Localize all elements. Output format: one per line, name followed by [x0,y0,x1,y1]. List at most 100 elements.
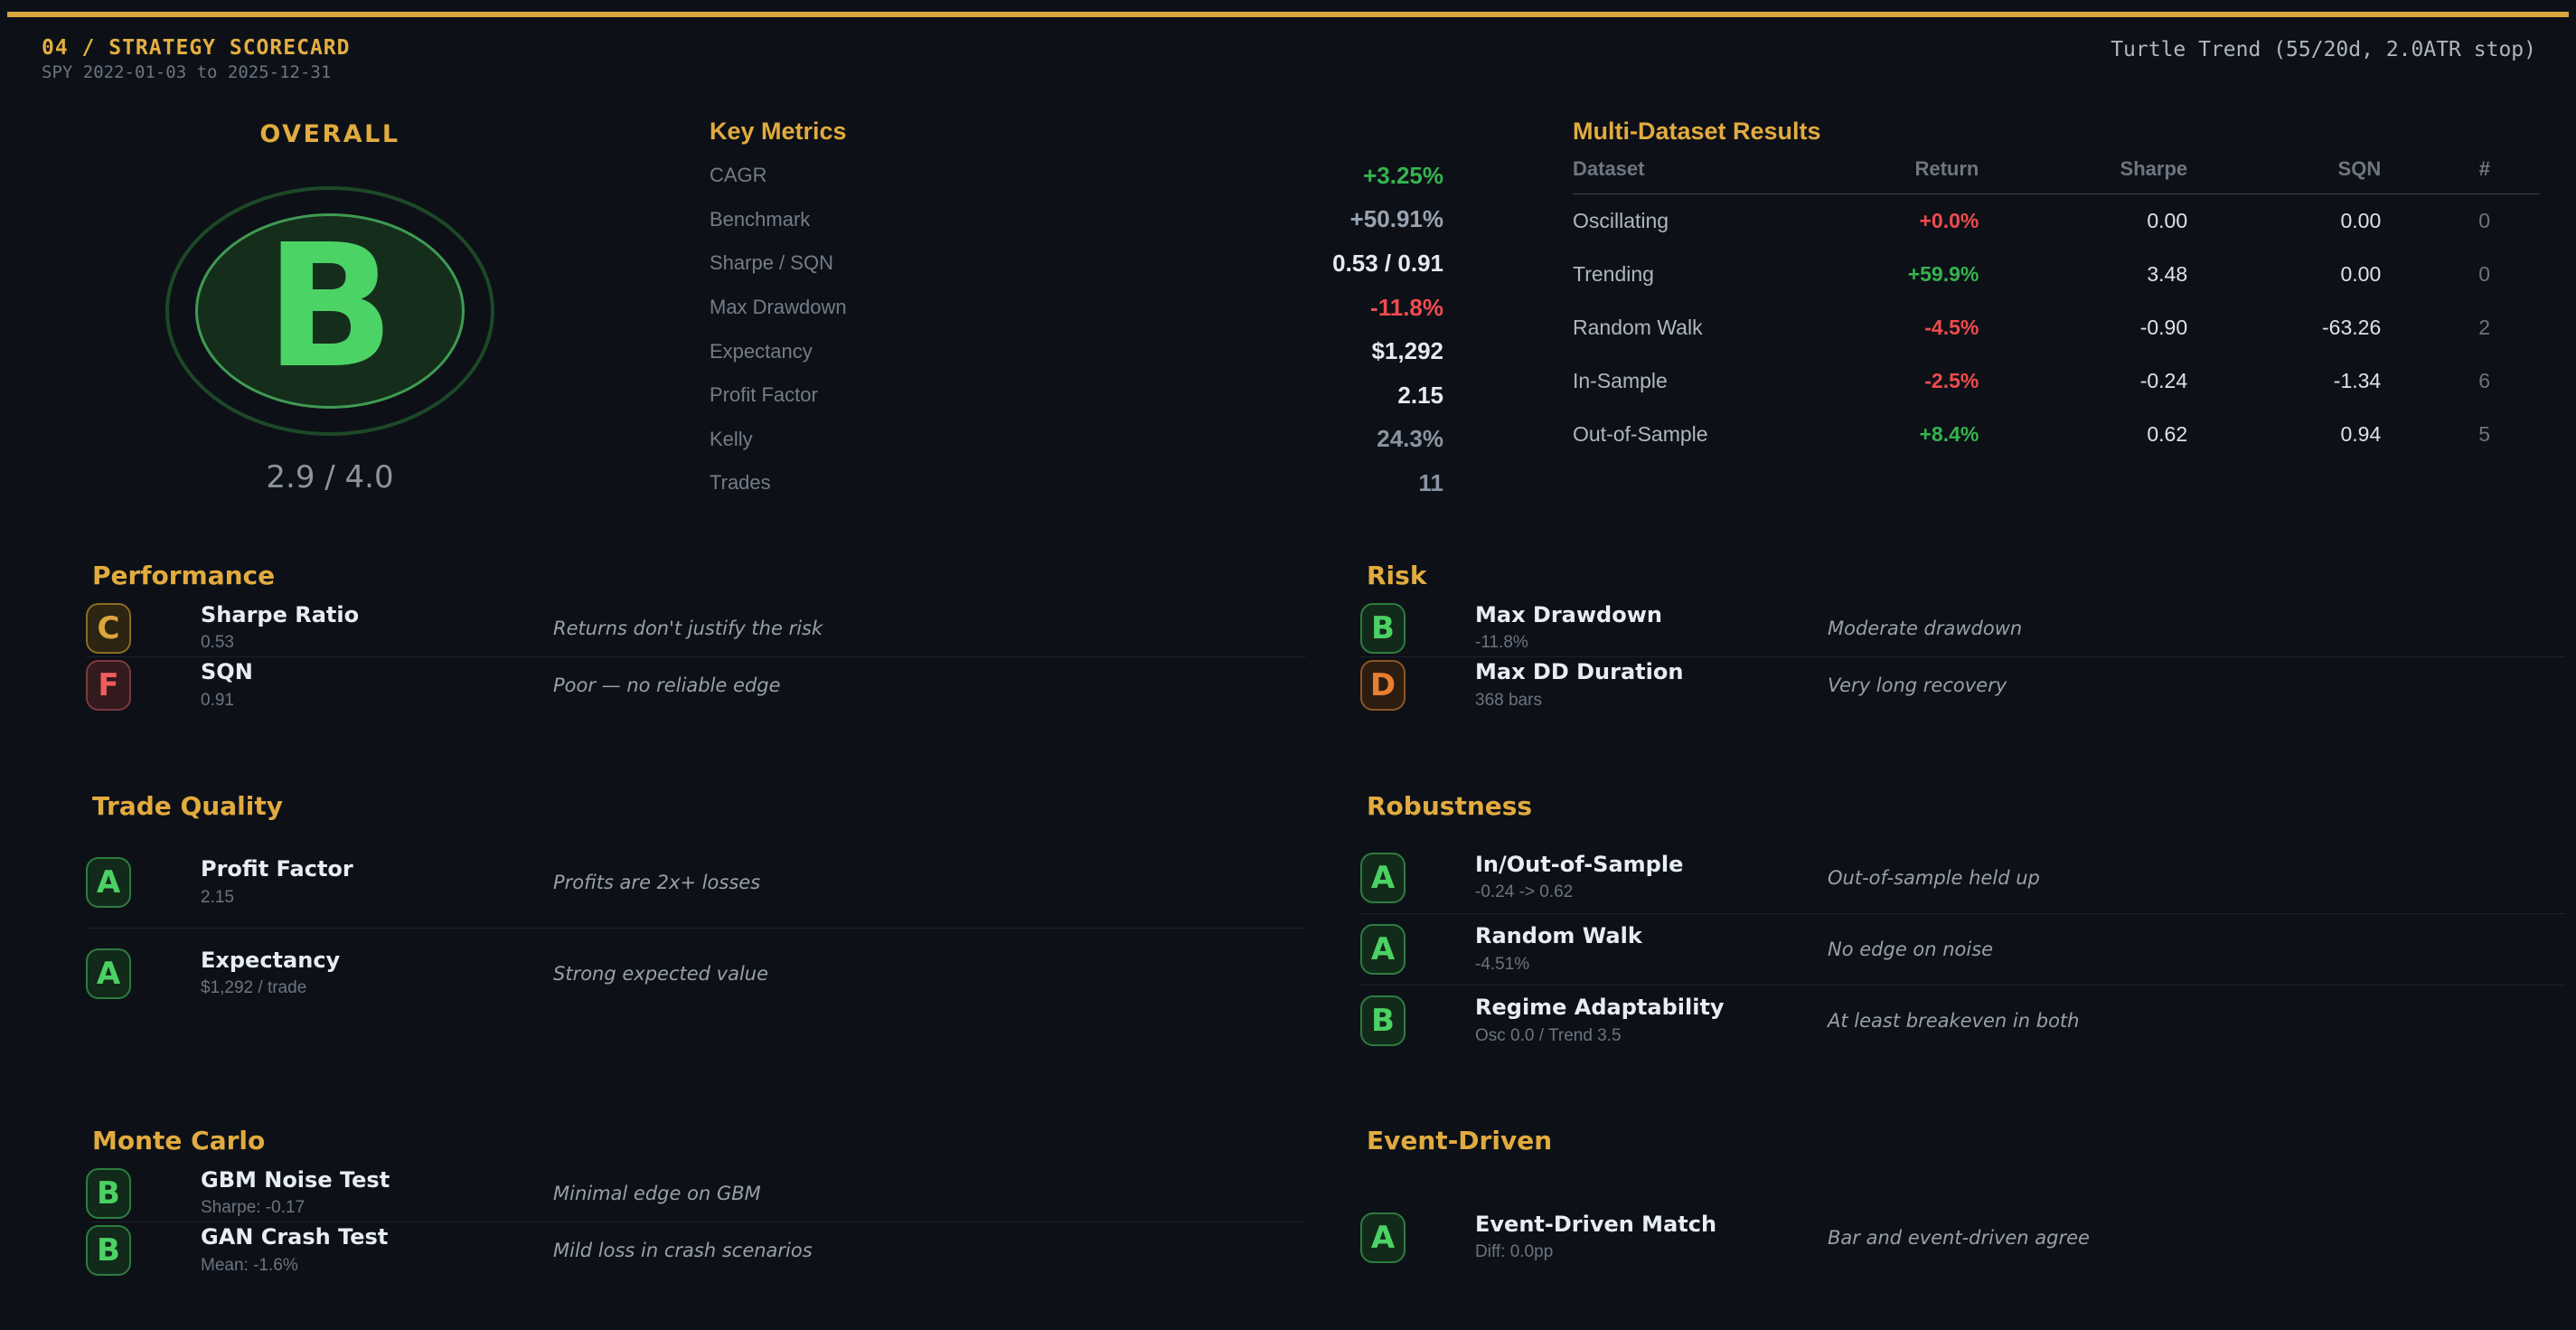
section-title: Risk [1367,561,1427,590]
item-text-block: Max Drawdown -11.8% [1475,601,1828,653]
table-cell: 0.94 [2340,422,2382,446]
grade-badge: D [1360,660,1406,711]
item-comment: Strong expected value [553,962,769,985]
item-comment: Mild loss in crash scenarios [553,1240,813,1261]
overall-grade-panel: OVERALL B 2.9 / 4.0 [50,120,610,495]
column-header-sqn: SQN [2237,157,2431,194]
table-body: Oscillating +0.0% 0.00 0.00 0 Trending +59.9% 3… [1573,194,2540,462]
item-value: $1,292 / trade [201,978,307,998]
table-cell: Trending [1573,262,1654,286]
page-subtitle: SPY 2022-01-03 to 2025-12-31 [42,62,332,82]
item-value: -4.51% [1475,954,1530,974]
grade-badge: A [1360,852,1406,903]
item-text-block: Max DD Duration 368 bars [1475,660,1828,710]
table-cell: In-Sample [1573,369,1668,392]
grade-badge: A [1360,1212,1406,1263]
item-value: 0.91 [201,690,234,710]
metric-value: $1,292 [1371,337,1443,365]
item-title: Sharpe Ratio [201,601,360,627]
key-metrics-panel: Key Metrics CAGR +3.25% Benchmark +50.91% Sh… [710,118,1443,505]
item-value: Mean: -1.6% [201,1255,298,1275]
item-title: Random Walk [1475,923,1642,949]
item-value: -0.24 -> 0.62 [1475,882,1574,902]
metric-value: +50.91% [1349,205,1443,233]
item-text-block: GAN Crash Test Mean: -1.6% [201,1225,553,1275]
metric-label: Profit Factor [710,383,818,407]
item-text-block: Regime Adaptability Osc 0.0 / Trend 3.5 [1475,995,1828,1045]
table-cell: -4.5% [1924,316,1979,339]
table-cell: Oscillating [1573,209,1669,232]
column-header-count: # [2430,157,2540,194]
item-comment: Bar and event-driven agree [1828,1226,2090,1249]
item-value: Osc 0.0 / Trend 3.5 [1475,1025,1622,1045]
column-header-sharpe: Sharpe [2028,157,2238,194]
metric-row: Benchmark +50.91% [710,198,1443,242]
item-text-block: Profit Factor 2.15 [201,857,553,907]
table-cell: 0 [2478,262,2490,286]
item-title: Regime Adaptability [1475,995,1725,1021]
section-performance: Performance C Sharpe Ratio 0.53 Returns don'… [86,562,1306,713]
table-cell: Out-of-Sample [1573,422,1708,446]
column-header-return: Return [1813,157,2029,194]
table-cell: 5 [2478,422,2490,446]
section-monte-carlo: Monte Carlo B GBM Noise Test Sharpe: -0.17 M… [86,1127,1306,1278]
table-row: Trending +59.9% 3.48 0.00 0 [1573,248,2540,301]
grade-badge: F [86,660,131,711]
key-metrics-rows: CAGR +3.25% Benchmark +50.91% Sharpe / SQN 0.… [710,154,1443,505]
section-robustness: Robustness A In/Out-of-Sample -0.24 -> 0.62… [1360,793,2565,1056]
item-title: SQN [201,659,253,685]
table-cell: 6 [2478,369,2490,392]
scorecard-item: A Profit Factor 2.15 Profits are 2x+ losses [86,837,1306,928]
multi-dataset-panel: Multi-Dataset Results Dataset Return Sharp… [1573,118,2540,461]
table-cell: -63.26 [2322,316,2382,339]
metric-label: Max Drawdown [710,296,847,319]
item-text-block: GBM Noise Test Sharpe: -0.17 [201,1166,553,1218]
metric-row: Sharpe / SQN 0.53 / 0.91 [710,241,1443,286]
table-cell: +8.4% [1919,422,1979,446]
item-title: Max Drawdown [1475,601,1662,627]
scorecard-item: B GBM Noise Test Sharpe: -0.17 Minimal edge… [86,1165,1306,1222]
overall-grade-letter: B [265,208,395,406]
scorecard-item: B GAN Crash Test Mean: -1.6% Mild loss in c… [86,1222,1306,1278]
item-text-block: Sharpe Ratio 0.53 [201,601,553,653]
key-metrics-title: Key Metrics [710,118,847,145]
metric-label: Trades [710,471,771,495]
item-title: GAN Crash Test [201,1224,389,1250]
item-text-block: In/Out-of-Sample -0.24 -> 0.62 [1475,852,1828,902]
item-title: Max DD Duration [1475,659,1684,685]
page-title: 04 / STRATEGY SCORECARD [42,36,351,60]
overall-label: OVERALL [259,120,400,148]
scorecard-item: A Expectancy $1,292 / trade Strong expected… [86,928,1306,1018]
item-title: Expectancy [201,947,341,973]
strategy-label: Turtle Trend (55/20d, 2.0ATR stop) [2111,38,2536,61]
section-title: Event-Driven [1367,1126,1553,1155]
item-comment: At least breakeven in both [1828,1010,2080,1032]
scorecard-item: A In/Out-of-Sample -0.24 -> 0.62 Out-of-sam… [1360,842,2565,913]
item-title: Profit Factor [201,856,353,882]
section-trade-quality: Trade Quality A Profit Factor 2.15 Profits a… [86,793,1306,1018]
metric-value: -11.8% [1370,293,1443,321]
grade-badge: B [1360,602,1406,654]
table-cell: -1.34 [2333,369,2382,392]
table-cell: -2.5% [1924,369,1979,392]
item-text-block: Random Walk -4.51% [1475,924,1828,974]
table-cell: -0.24 [2139,369,2188,392]
scorecard-item: D Max DD Duration 368 bars Very long recove… [1360,656,2565,713]
item-text-block: Event-Driven Match Diff: 0.0pp [1475,1212,1828,1262]
grade-badge: C [86,602,131,654]
table-cell: 0.62 [2147,422,2188,446]
grade-badge: B [1360,995,1406,1046]
section-title: Robustness [1367,791,1533,821]
scorecard-item: B Max Drawdown -11.8% Moderate drawdown [1360,599,2565,656]
metric-value: 0.53 / 0.91 [1332,249,1443,277]
table-cell: 0 [2478,209,2490,232]
item-title: GBM Noise Test [201,1166,390,1193]
scorecard-item: A Random Walk -4.51% No edge on noise [1360,913,2565,985]
item-comment: Very long recovery [1828,674,2007,696]
section-risk: Risk B Max Drawdown -11.8% Moderate drawdown… [1360,562,2565,713]
metric-label: Expectancy [710,339,813,363]
grade-badge: B [86,1167,131,1219]
grade-badge: B [86,1225,131,1276]
table-cell: 3.48 [2147,262,2188,286]
table-header-row: Dataset Return Sharpe SQN # [1573,157,2540,194]
